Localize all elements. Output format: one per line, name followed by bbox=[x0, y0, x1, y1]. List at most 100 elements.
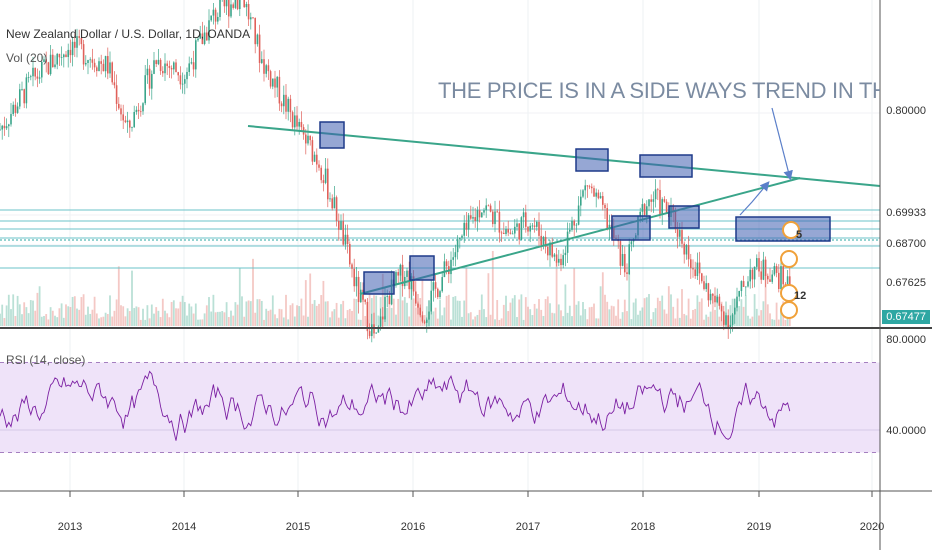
candle-body bbox=[511, 233, 514, 235]
event-count-badge[interactable]: 12 bbox=[794, 290, 807, 302]
candle-body bbox=[199, 33, 201, 39]
volume-bar bbox=[564, 284, 567, 326]
candle-body bbox=[289, 98, 292, 113]
candle-body bbox=[25, 77, 28, 104]
volume-bar bbox=[511, 298, 514, 326]
candle-body bbox=[518, 223, 520, 240]
candle-body bbox=[368, 331, 371, 337]
us-flag-icon[interactable] bbox=[780, 250, 798, 268]
candle-body bbox=[188, 63, 190, 73]
candle-body bbox=[472, 217, 474, 219]
volume-bar bbox=[617, 299, 620, 326]
volume-bar bbox=[606, 301, 609, 326]
candle-body bbox=[124, 120, 127, 123]
candle-body bbox=[694, 269, 696, 277]
candle-body bbox=[173, 62, 175, 70]
volume-bar bbox=[414, 307, 417, 326]
volume-bar bbox=[566, 312, 569, 326]
volume-bar bbox=[751, 316, 754, 326]
annotation-text[interactable]: THE PRICE IS IN A SIDE WAYS TREND IN THA… bbox=[438, 78, 880, 103]
volume-bar bbox=[469, 312, 472, 326]
candle-body bbox=[747, 281, 749, 287]
volume-bar bbox=[696, 295, 699, 326]
candle-body bbox=[597, 192, 600, 199]
volume-bar bbox=[654, 308, 657, 326]
candle-body bbox=[366, 301, 369, 332]
volume-bar bbox=[533, 303, 536, 326]
candle-body bbox=[443, 261, 446, 278]
volume-bar bbox=[311, 303, 314, 326]
candle-body bbox=[245, 4, 248, 8]
volume-bar bbox=[51, 310, 54, 326]
candle-body bbox=[595, 192, 597, 197]
candle-body bbox=[379, 316, 382, 327]
candle-body bbox=[630, 241, 633, 245]
volume-bar bbox=[348, 308, 351, 326]
volume-bar bbox=[689, 318, 692, 326]
symbol-title[interactable]: New Zealand Dollar / U.S. Dollar, 1D, OA… bbox=[6, 27, 251, 41]
candle-body bbox=[261, 59, 263, 63]
volume-bar bbox=[285, 294, 287, 326]
volume-bar bbox=[579, 315, 582, 326]
volume-bar bbox=[388, 304, 391, 326]
support-zone-box bbox=[575, 148, 609, 172]
volume-bar bbox=[707, 316, 710, 326]
volume-bar bbox=[375, 295, 378, 326]
volume-bar bbox=[192, 313, 195, 326]
volume-bar bbox=[766, 304, 769, 326]
candle-body bbox=[496, 211, 498, 213]
volume-bar bbox=[148, 318, 151, 326]
candle-body bbox=[38, 77, 41, 79]
volume-bar bbox=[124, 316, 127, 326]
volume-bar bbox=[65, 304, 67, 326]
candle-body bbox=[384, 296, 386, 320]
candle-body bbox=[437, 288, 439, 298]
candle-body bbox=[71, 41, 74, 56]
candle-body bbox=[760, 271, 762, 280]
candle-body bbox=[258, 34, 261, 63]
candle-body bbox=[564, 252, 567, 256]
candle-body bbox=[762, 259, 765, 280]
candle-body bbox=[294, 115, 296, 128]
candle-body bbox=[247, 4, 250, 20]
volume-bar bbox=[500, 318, 503, 326]
price-tick-080000: 0.80000 bbox=[886, 105, 926, 117]
volume-bar bbox=[652, 312, 655, 326]
price-tick-068700: 0.68700 bbox=[886, 238, 926, 250]
volume-bar bbox=[58, 308, 61, 326]
support-zone-box bbox=[668, 205, 700, 229]
candle-body bbox=[333, 197, 336, 209]
volume-bar bbox=[551, 312, 554, 326]
volume-bar bbox=[524, 297, 527, 326]
volume-bar bbox=[650, 319, 653, 326]
candle-body bbox=[85, 63, 87, 65]
candle-body bbox=[10, 114, 12, 125]
volume-bar bbox=[34, 310, 37, 326]
volume-bar bbox=[49, 307, 52, 326]
candle-body bbox=[745, 286, 747, 288]
volume-bar bbox=[315, 305, 318, 326]
candle-body bbox=[349, 243, 351, 265]
candle-body bbox=[131, 127, 133, 129]
volume-bar bbox=[249, 301, 252, 326]
candle-body bbox=[406, 270, 408, 277]
candle-body bbox=[386, 295, 388, 297]
candle-body bbox=[591, 186, 593, 189]
volume-bar bbox=[159, 317, 162, 326]
volume-bar bbox=[164, 310, 166, 326]
us-flag-icon[interactable] bbox=[780, 301, 798, 319]
volume-bar bbox=[648, 294, 650, 326]
candle-body bbox=[489, 205, 492, 212]
economic-event-flag-icon[interactable] bbox=[782, 221, 800, 239]
volume-bar bbox=[628, 270, 631, 326]
volume-legend[interactable]: Vol (20) bbox=[6, 51, 48, 65]
volume-bar bbox=[478, 309, 481, 326]
year-label-2018: 2018 bbox=[630, 521, 656, 533]
volume-bar bbox=[203, 313, 206, 326]
candle-body bbox=[696, 262, 699, 277]
candle-body bbox=[553, 254, 556, 257]
rsi-legend[interactable]: RSI (14, close) bbox=[6, 353, 86, 367]
event-count-badge[interactable]: 5 bbox=[796, 229, 803, 241]
volume-bar bbox=[621, 312, 624, 326]
